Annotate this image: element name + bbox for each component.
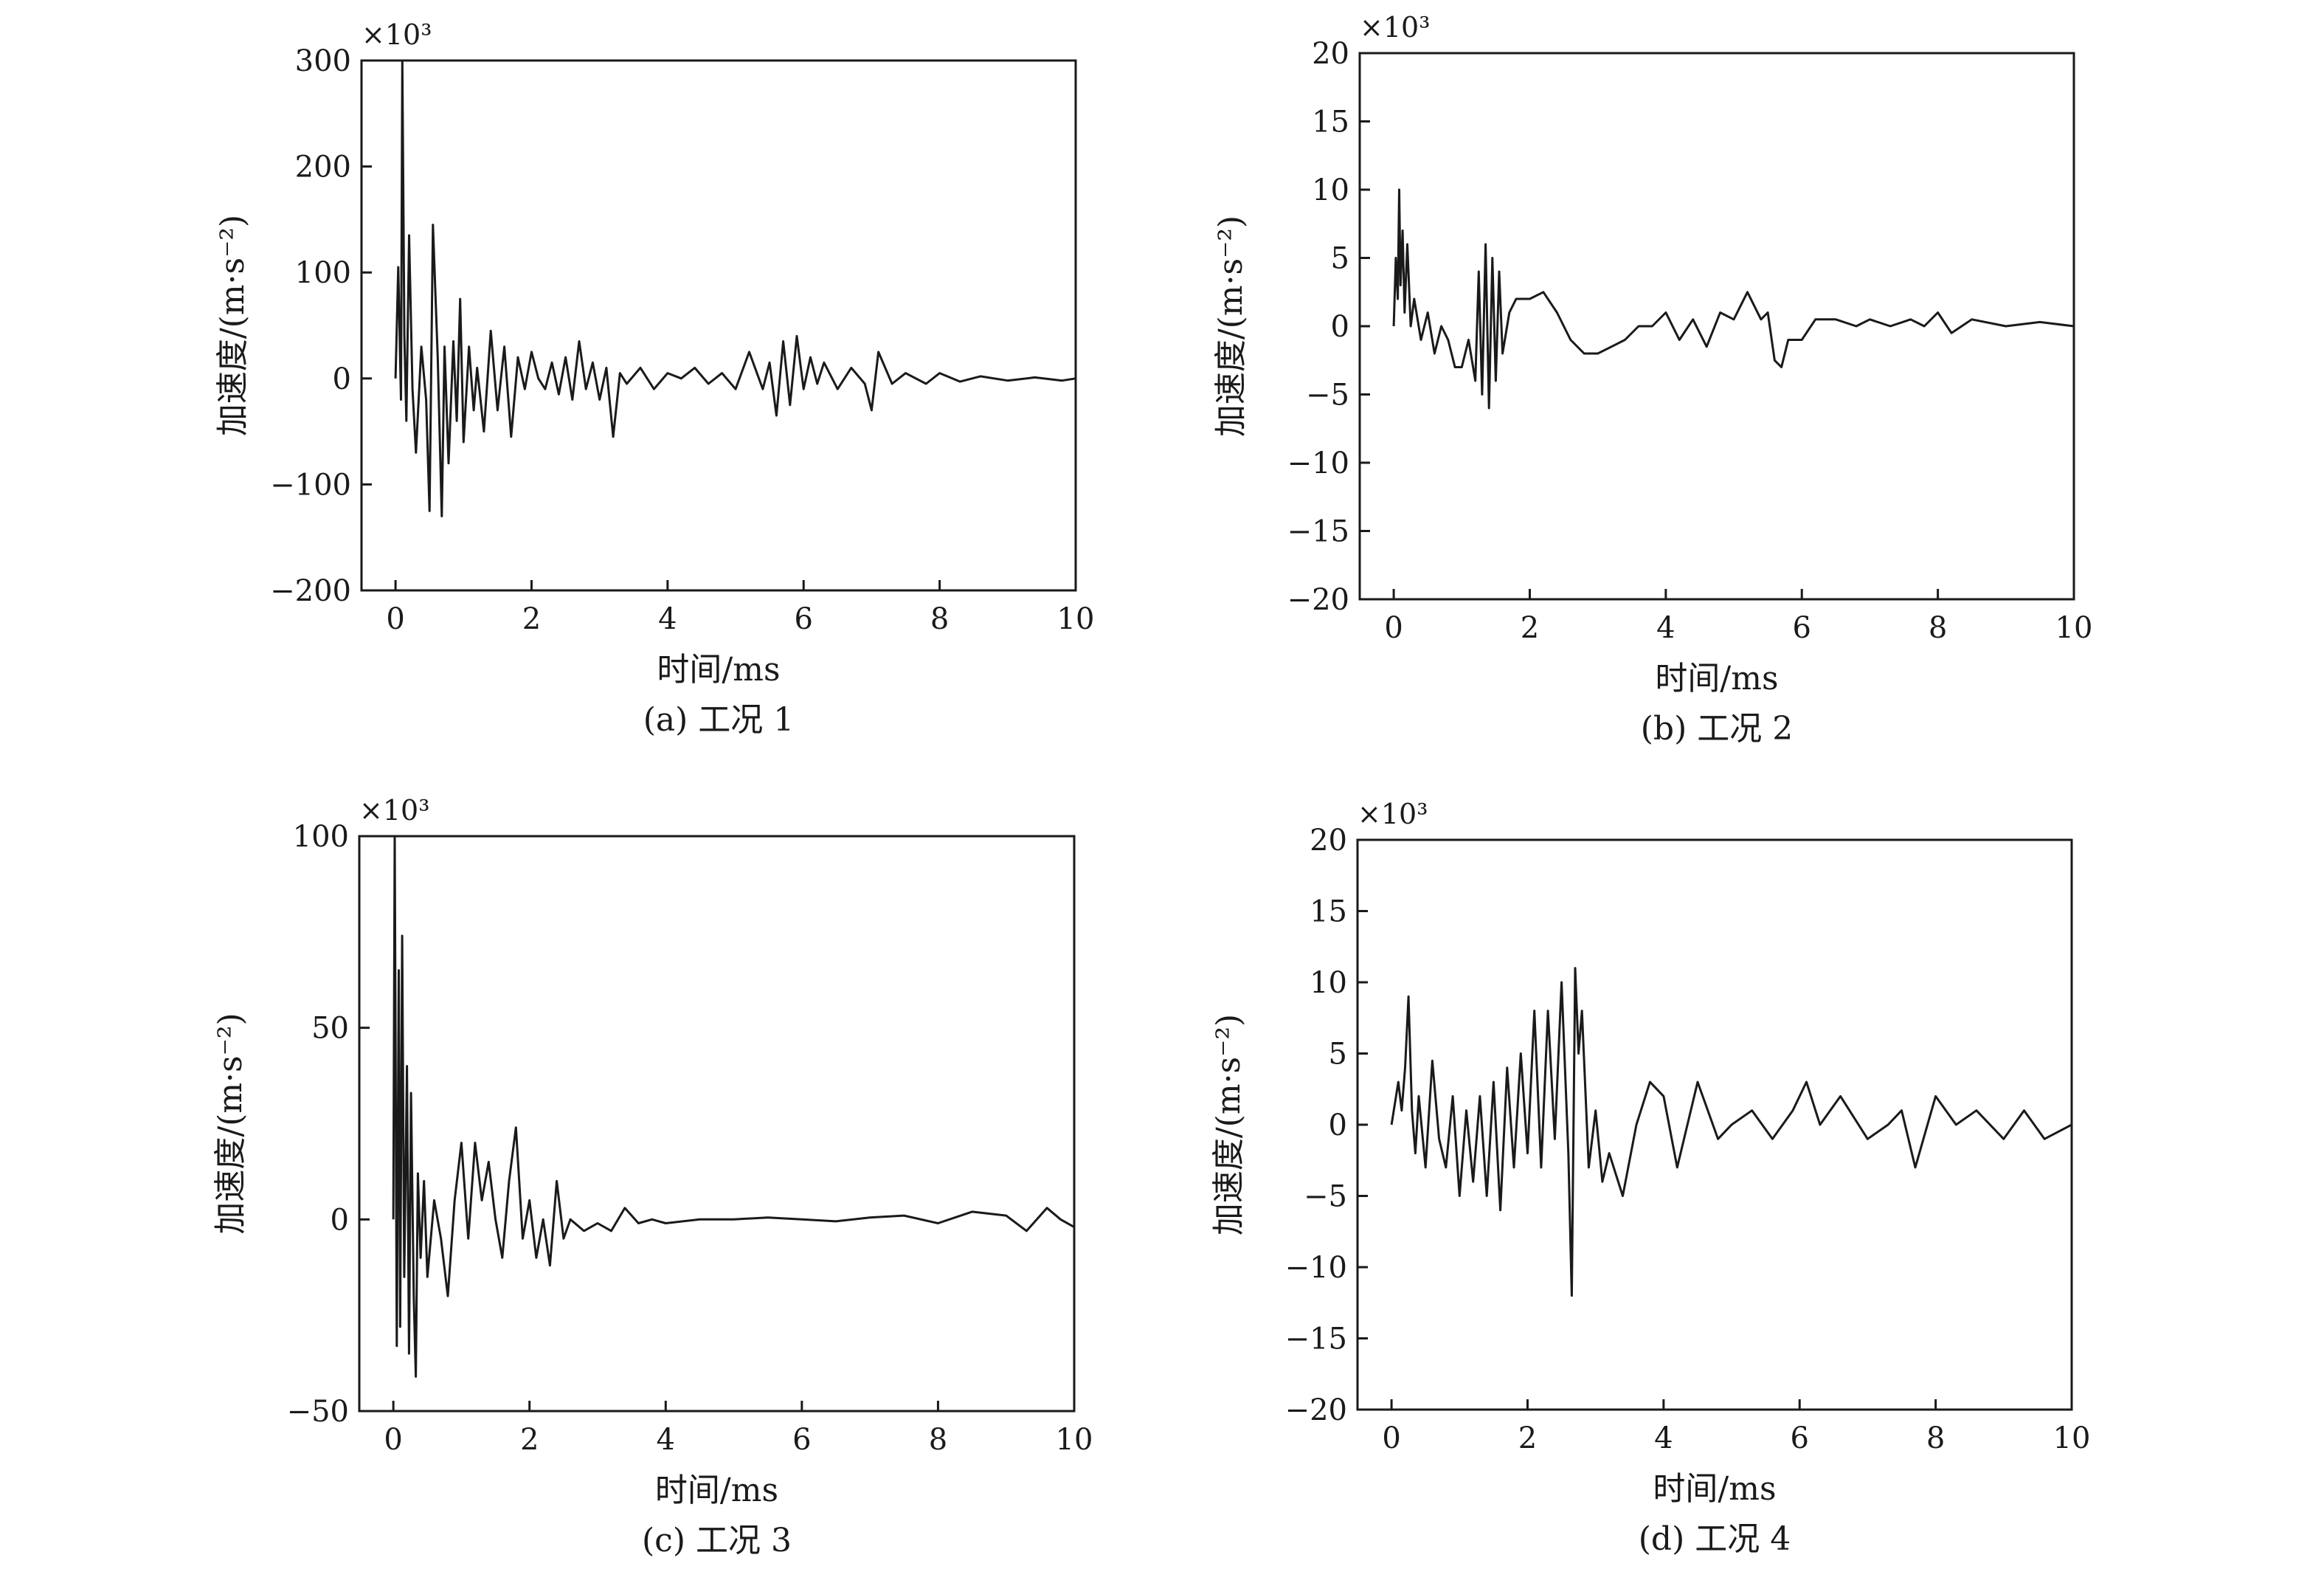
- chart-a-x-tick-label: 6: [795, 602, 813, 636]
- chart-b-ylabel: 加速度/(m·s⁻²): [1212, 215, 1250, 437]
- chart-b-x-tick-label: 4: [1656, 611, 1675, 645]
- chart-c-y-tick-label: −50: [287, 1395, 349, 1429]
- chart-a: ×10³ 加速度/(m·s⁻²) 时间/ms (a) 工况 1 0 2 4 6 8 10 −…: [214, 18, 1094, 739]
- chart-a-y-tick-label: 0: [333, 362, 351, 396]
- chart-c-x-tick-label: 4: [657, 1423, 675, 1457]
- chart-a-plot-frame: [360, 59, 1077, 592]
- chart-d-y-tick-label: −15: [1285, 1323, 1347, 1356]
- chart-c-xlabel: 时间/ms: [655, 1472, 778, 1509]
- chart-b-y-tick-label: −20: [1287, 583, 1349, 617]
- chart-b-x-tick-label: 0: [1384, 611, 1403, 645]
- chart-b-y-tick-label: −5: [1306, 379, 1349, 413]
- chart-a-xlabel: 时间/ms: [657, 651, 780, 689]
- chart-a-x-tick-label: 4: [658, 602, 677, 636]
- chart-a-y-tick-label: 300: [295, 44, 351, 78]
- chart-b-y-tick-label: −15: [1287, 515, 1349, 549]
- chart-c-series-line: [392, 835, 1075, 1378]
- chart-c-x-tick-label: 10: [1056, 1423, 1093, 1457]
- chart-c-plot-frame: [358, 835, 1076, 1413]
- chart-a-caption: (a) 工况 1: [643, 701, 795, 739]
- chart-b-y-tick-label: 0: [1331, 310, 1349, 344]
- chart-b-caption: (b) 工况 2: [1641, 710, 1793, 748]
- chart-c-x-tick-label: 6: [792, 1423, 811, 1457]
- chart-b-y-tick-label: 20: [1312, 37, 1349, 71]
- chart-b-y-tick-label: 15: [1312, 106, 1349, 139]
- chart-a-series-line: [394, 59, 1076, 517]
- chart-d-x-tick-label: 6: [1791, 1421, 1809, 1455]
- chart-d-x-tick-label: 0: [1382, 1421, 1400, 1455]
- chart-b-y-tick-label: −10: [1287, 446, 1349, 480]
- chart-c-caption: (c) 工况 3: [642, 1522, 792, 1559]
- chart-d-series-line: [1390, 967, 2072, 1297]
- chart-c: ×10³ 加速度/(m·s⁻²) 时间/ms (c) 工况 3 0 2 4 6 8 10 −…: [212, 794, 1093, 1559]
- chart-b-x-tick-label: 10: [2055, 611, 2093, 645]
- chart-a-y-tick-label: 200: [295, 151, 351, 185]
- chart-b-series-line: [1392, 188, 2075, 410]
- chart-d-x-tick-label: 2: [1518, 1421, 1537, 1455]
- chart-d-y-tick-label: 10: [1310, 966, 1347, 1000]
- chart-a-ylabel: 加速度/(m·s⁻²): [214, 215, 252, 436]
- chart-b-x-tick-label: 2: [1521, 611, 1539, 645]
- chart-b-xlabel: 时间/ms: [1655, 660, 1778, 697]
- chart-d-xlabel: 时间/ms: [1653, 1470, 1776, 1508]
- chart-d-y-tick-label: −5: [1304, 1180, 1347, 1214]
- chart-b-plot-frame: [1358, 52, 2075, 601]
- chart-d-multiplier: ×10³: [1358, 798, 1428, 830]
- chart-d-y-tick-label: 15: [1310, 895, 1347, 929]
- chart-d-x-tick-label: 10: [2053, 1421, 2091, 1455]
- chart-d-y-tick-label: 5: [1329, 1038, 1347, 1072]
- chart-d-y-tick-label: 0: [1329, 1108, 1347, 1142]
- chart-c-ylabel: 加速度/(m·s⁻²): [212, 1013, 249, 1234]
- chart-a-y-tick-label: 100: [295, 256, 351, 290]
- chart-a-x-tick-label: 8: [930, 602, 949, 636]
- chart-b-x-tick-label: 6: [1793, 611, 1811, 645]
- chart-a-x-tick-label: 0: [386, 602, 404, 636]
- chart-d-x-tick-label: 8: [1926, 1421, 1945, 1455]
- chart-a-x-tick-label: 10: [1057, 602, 1095, 636]
- chart-d-caption: (d) 工况 4: [1639, 1520, 1791, 1558]
- chart-c-multiplier: ×10³: [359, 794, 429, 827]
- chart-a-multiplier: ×10³: [362, 18, 432, 51]
- chart-d-y-tick-label: 20: [1310, 824, 1347, 858]
- chart-d-ylabel: 加速度/(m·s⁻²): [1210, 1014, 1248, 1235]
- chart-c-y-tick-label: 0: [331, 1203, 349, 1237]
- chart-d: ×10³ 加速度/(m·s⁻²) 时间/ms (d) 工况 4 0 2 4 6 8 10 −…: [1210, 798, 2090, 1558]
- chart-c-x-tick-label: 2: [520, 1423, 539, 1457]
- chart-a-x-tick-label: 2: [522, 602, 541, 636]
- chart-a-y-tick-label: −200: [270, 574, 351, 608]
- chart-c-x-tick-label: 0: [384, 1423, 402, 1457]
- chart-b-multiplier: ×10³: [1360, 11, 1430, 44]
- chart-b-y-tick-label: 5: [1331, 242, 1349, 276]
- chart-c-x-tick-label: 8: [929, 1423, 947, 1457]
- chart-d-y-tick-label: −10: [1285, 1251, 1347, 1285]
- chart-d-y-tick-label: −20: [1285, 1393, 1347, 1427]
- chart-a-y-tick-label: −100: [270, 468, 351, 502]
- chart-b: ×10³ 加速度/(m·s⁻²) 时间/ms (b) 工况 2 0 2 4 6 8 10 −…: [1212, 11, 2092, 748]
- chart-b-y-tick-label: 10: [1312, 173, 1349, 207]
- chart-c-y-tick-label: 100: [293, 820, 349, 854]
- chart-b-x-tick-label: 8: [1929, 611, 1947, 645]
- chart-d-x-tick-label: 4: [1654, 1421, 1673, 1455]
- chart-c-y-tick-label: 50: [311, 1012, 349, 1046]
